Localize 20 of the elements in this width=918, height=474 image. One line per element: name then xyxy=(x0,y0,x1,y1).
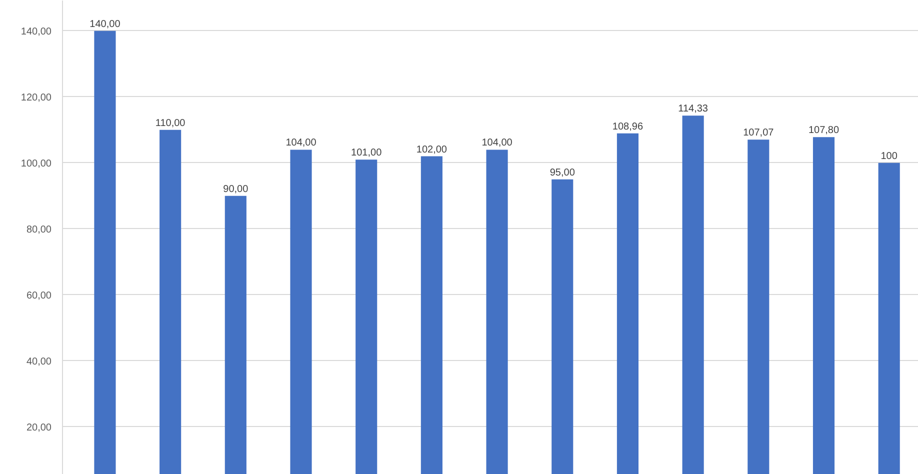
data-label: 114,33 xyxy=(678,104,708,115)
y-tick-label: 20,00 xyxy=(26,422,52,434)
data-label: 140,00 xyxy=(90,18,121,30)
data-label: 101,00 xyxy=(351,148,382,159)
y-tick-label: 120,00 xyxy=(20,92,52,104)
data-label: 107,07 xyxy=(743,128,774,139)
data-label: 108,96 xyxy=(612,121,644,132)
y-tick-label: 80,00 xyxy=(26,224,52,236)
y-tick-label: 100,00 xyxy=(20,158,52,170)
data-label: 107,80 xyxy=(808,125,840,136)
data-label: 90,00 xyxy=(223,184,249,195)
data-label: 104,00 xyxy=(286,138,317,149)
y-tick-label: 60,00 xyxy=(26,290,52,302)
data-label: 100 xyxy=(880,150,898,162)
data-label: 102,00 xyxy=(416,144,448,156)
data-label: 110,00 xyxy=(155,118,186,129)
data-label: 104,00 xyxy=(482,138,513,149)
y-tick-label: 140,00 xyxy=(20,26,52,38)
data-label: 95,00 xyxy=(550,167,576,178)
y-tick-label: 40,00 xyxy=(26,356,52,368)
